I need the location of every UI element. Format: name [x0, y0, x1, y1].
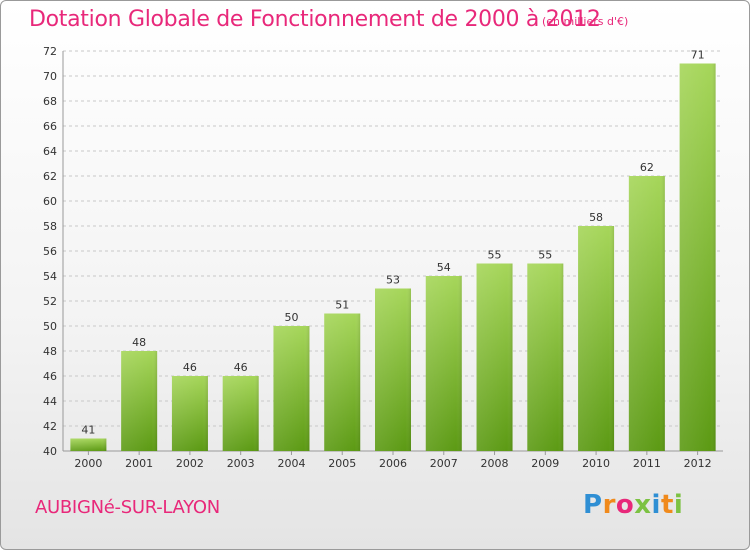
- data-label: 46: [183, 361, 197, 374]
- unit-note: (en milliers d'€): [542, 15, 629, 28]
- bar-shading: [476, 263, 513, 451]
- x-tick-label: 2010: [582, 457, 610, 470]
- proxiti-logo: Proxiti: [583, 490, 683, 520]
- y-tick-label: 40: [43, 445, 57, 458]
- x-tick-label: 2004: [277, 457, 305, 470]
- logo-letter: r: [602, 490, 616, 520]
- x-tick-label: 2005: [328, 457, 356, 470]
- x-tick-label: 2001: [125, 457, 153, 470]
- data-label: 62: [640, 161, 654, 174]
- bar-shading: [171, 376, 208, 451]
- bar-shading: [222, 376, 259, 451]
- y-tick-label: 48: [43, 345, 57, 358]
- chart-title: Dotation Globale de Fonctionnement de 20…: [29, 7, 601, 32]
- logo-letter: P: [583, 490, 603, 520]
- y-tick-label: 58: [43, 220, 57, 233]
- y-tick-label: 52: [43, 295, 57, 308]
- x-tick-label: 2009: [531, 457, 559, 470]
- x-tick-label: 2000: [74, 457, 102, 470]
- data-label: 53: [386, 274, 400, 287]
- y-tick-label: 54: [43, 270, 57, 283]
- x-tick-label: 2012: [684, 457, 712, 470]
- data-labels: 41 48 46 46 50 51 53 54 55 55 58 62 71: [81, 49, 704, 437]
- x-tick-label: 2011: [633, 457, 661, 470]
- y-tick-label: 72: [43, 45, 57, 58]
- y-tick-label: 56: [43, 245, 57, 258]
- x-axis-ticks: 2000 2001 2002 2003 2004 2005 2006 2007 2008 2009…: [74, 451, 712, 470]
- logo-letter: o: [615, 490, 635, 520]
- x-tick-label: 2007: [430, 457, 458, 470]
- bar-shading: [273, 326, 310, 451]
- data-label: 55: [538, 249, 552, 262]
- data-label: 46: [234, 361, 248, 374]
- x-tick-label: 2002: [176, 457, 204, 470]
- x-tick-label: 2006: [379, 457, 407, 470]
- logo-letter: x: [634, 490, 652, 520]
- bar-shading: [527, 263, 564, 451]
- data-label: 48: [132, 336, 146, 349]
- data-label: 50: [284, 311, 298, 324]
- bars: [70, 63, 716, 451]
- y-tick-label: 46: [43, 370, 57, 383]
- y-tick-label: 44: [43, 395, 57, 408]
- bar-shading: [578, 226, 615, 451]
- data-label: 51: [335, 299, 349, 312]
- x-tick-label: 2008: [481, 457, 509, 470]
- bar-shading: [324, 313, 361, 451]
- y-tick-label: 42: [43, 420, 57, 433]
- bar-shading: [425, 276, 462, 451]
- x-tick-label: 2003: [227, 457, 255, 470]
- bar-shading: [375, 288, 411, 451]
- data-label: 58: [589, 211, 603, 224]
- bar-shading: [628, 176, 665, 451]
- data-label: 41: [81, 424, 95, 437]
- logo-letter: t: [660, 490, 674, 520]
- y-tick-label: 70: [43, 70, 57, 83]
- y-axis-ticks: 40 42 44 46 48 50 52 54 56 58 60 62 64 66 68 70 72: [43, 45, 57, 458]
- y-tick-label: 68: [43, 95, 57, 108]
- y-tick-label: 50: [43, 320, 57, 333]
- y-tick-label: 62: [43, 170, 57, 183]
- logo-letter: i: [651, 490, 661, 520]
- bar-shading: [679, 63, 716, 451]
- data-label: 55: [488, 249, 502, 262]
- bar-shading: [121, 351, 158, 451]
- logo-letter: i: [673, 490, 684, 520]
- y-tick-label: 64: [43, 145, 57, 158]
- data-label: 54: [437, 261, 451, 274]
- commune-name: AUBIGNé-SUR-LAYON: [35, 497, 220, 518]
- y-tick-label: 66: [43, 120, 57, 133]
- data-label: 71: [691, 49, 705, 62]
- bar-shading: [70, 438, 107, 451]
- y-tick-label: 60: [43, 195, 57, 208]
